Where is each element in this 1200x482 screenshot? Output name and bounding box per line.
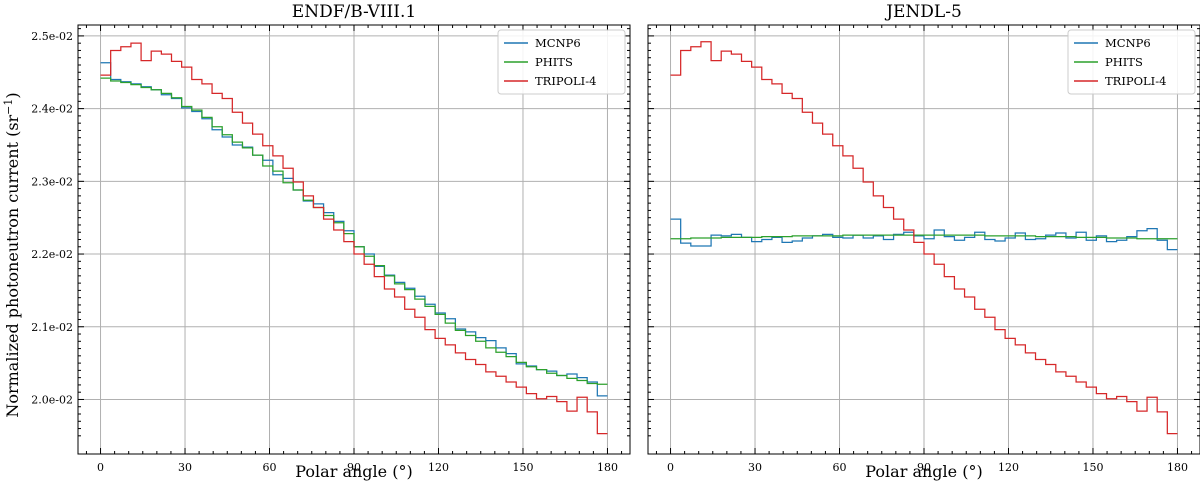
legend-label-phits: PHITS — [535, 55, 573, 69]
x-tick-label: 60 — [263, 461, 277, 474]
shared-y-axis-label: Normalized photoneutron current (sr−1) — [2, 92, 23, 417]
y-tick-label: 2.1e-02 — [31, 321, 73, 334]
x-axis-label: Polar angle (°) — [865, 462, 982, 481]
series-line-tripoli-4 — [670, 41, 1178, 435]
x-tick-label: 0 — [97, 461, 104, 474]
series-line-tripoli-4 — [100, 42, 608, 435]
legend-label-tripoli-4: TRIPOLI-4 — [1105, 74, 1166, 88]
y-tick-label: 2.5e-02 — [31, 30, 73, 43]
series-line-phits — [100, 77, 608, 385]
legend-label-tripoli-4: TRIPOLI-4 — [535, 74, 596, 88]
chart-panel-1: 0 30 60 90 120 150 180 2.0e-02 2.1e-02 2.2e-02 2.3… — [31, 2, 631, 481]
chart-title: JENDL-5 — [884, 2, 962, 22]
x-tick-label: 180 — [1167, 461, 1188, 474]
series-line-mcnp6 — [670, 218, 1178, 251]
x-tick-label: 150 — [512, 461, 533, 474]
x-axis-label: Polar angle (°) — [295, 462, 412, 481]
legend-label-mcnp6: MCNP6 — [1105, 36, 1151, 50]
legend-box — [1067, 29, 1196, 95]
series-group — [100, 42, 608, 435]
legend-label-mcnp6: MCNP6 — [535, 36, 581, 50]
y-tick-label: 2.0e-02 — [31, 393, 73, 406]
y-tick-label: 2.4e-02 — [31, 103, 73, 116]
x-tick-label: 30 — [178, 461, 192, 474]
x-tick-label: 60 — [833, 461, 847, 474]
x-tick-label: 90 — [917, 461, 931, 474]
legend-box — [497, 29, 626, 95]
x-tick-label: 30 — [748, 461, 762, 474]
legend: MCNP6 PHITS TRIPOLI-4 — [1067, 29, 1196, 95]
chart-title: ENDF/B-VIII.1 — [292, 2, 416, 22]
x-tick-label: 150 — [1082, 461, 1103, 474]
y-tick-label: 2.2e-02 — [31, 248, 73, 261]
x-tick-label: 120 — [998, 461, 1019, 474]
x-tick-label: 90 — [347, 461, 361, 474]
legend: MCNP6 PHITS TRIPOLI-4 — [497, 29, 626, 95]
chart-panel-2: 0 30 60 90 120 150 180 JENDL-5 Polar angle (°) MC… — [647, 2, 1200, 481]
legend-label-phits: PHITS — [1105, 55, 1143, 69]
x-tick-label: 180 — [597, 461, 618, 474]
y-tick-label: 2.3e-02 — [31, 175, 73, 188]
series-group — [670, 41, 1178, 435]
x-tick-label: 0 — [667, 461, 674, 474]
series-line-phits — [670, 234, 1178, 240]
x-tick-label: 120 — [428, 461, 449, 474]
